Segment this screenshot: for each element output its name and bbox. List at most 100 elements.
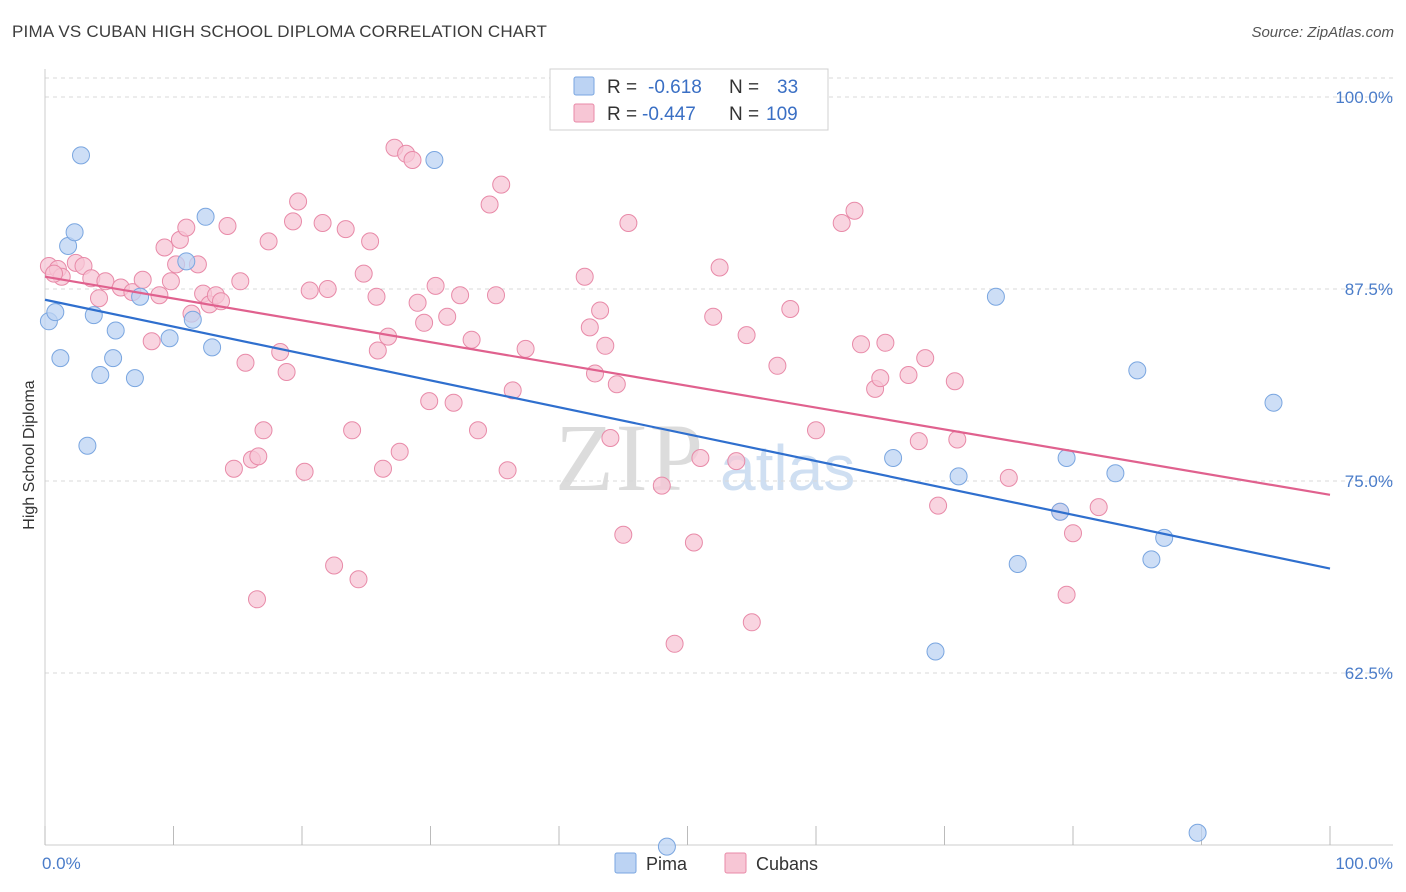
cubans-point: [580, 318, 599, 337]
pima-point: [72, 146, 90, 165]
cubans-points: [39, 138, 1108, 653]
cubans-point: [90, 289, 108, 308]
y-tick-label: 75.0%: [1345, 472, 1393, 491]
bottom-legend-swatch-cubans: [724, 852, 747, 874]
legend-swatch-cubans: [573, 103, 595, 123]
cubans-point: [832, 214, 851, 232]
stats-legend-box: [549, 68, 829, 131]
cubans-point: [374, 459, 392, 478]
pima-point: [196, 207, 215, 226]
cubans-point: [742, 613, 761, 632]
legend-pima-n-value: 33: [777, 77, 798, 98]
cubans-point: [218, 217, 237, 235]
stats-legend: R = -0.618 N = 33 R = -0.447 N = 109: [549, 68, 829, 131]
y-axis-title: High School Diploma: [21, 380, 38, 530]
cubans-point: [354, 264, 373, 283]
cubans-point: [155, 238, 174, 257]
pima-points: [39, 146, 1283, 856]
cubans-point: [1057, 585, 1076, 604]
cubans-point: [133, 270, 152, 289]
cubans-point: [487, 286, 505, 305]
cubans-point: [1089, 498, 1108, 517]
pima-point: [177, 252, 196, 271]
legend-cubans-n-value: 109: [766, 104, 798, 125]
watermark-zip: ZIP: [555, 404, 705, 511]
cubans-point: [607, 375, 626, 394]
chart-title: PIMA VS CUBAN HIGH SCHOOL DIPLOMA CORREL…: [12, 22, 548, 41]
legend-cubans-r-label: R =: [607, 104, 637, 125]
cubans-point: [727, 452, 746, 471]
cubans-point: [336, 220, 355, 239]
cubans-point: [498, 461, 517, 480]
cubans-point: [871, 369, 890, 388]
pima-point: [78, 436, 97, 455]
legend-pima-n-label: N =: [729, 77, 759, 98]
pima-point: [1142, 550, 1161, 569]
cubans-point: [177, 218, 196, 237]
pima-point: [160, 329, 179, 348]
cubans-point: [945, 372, 964, 391]
series-legend: Pima Cubans: [614, 852, 818, 874]
cubans-point: [691, 449, 710, 467]
pima-point: [1106, 464, 1125, 483]
legend-cubans-r-value: -0.447: [642, 104, 696, 125]
cubans-point: [415, 313, 434, 332]
pima-point: [986, 287, 1005, 306]
cubans-point: [909, 432, 928, 451]
bottom-legend-label-cubans: Cubans: [756, 854, 818, 874]
cubans-point: [768, 356, 787, 375]
cubans-point: [704, 307, 723, 326]
legend-swatch-pima: [573, 76, 595, 96]
axes: 100.0% 87.5% 75.0% 62.5% 0.0% 100.0%: [42, 69, 1393, 873]
cubans-point: [845, 201, 864, 220]
cubans-point: [462, 330, 481, 349]
cubans-point: [614, 525, 633, 544]
cubans-point: [781, 300, 800, 318]
pima-point: [106, 321, 125, 340]
cubans-point: [289, 192, 308, 211]
cubans-point: [451, 286, 470, 305]
cubans-point: [596, 336, 615, 355]
cubans-point: [248, 590, 266, 609]
cubans-point: [318, 280, 337, 298]
cubans-point: [619, 214, 638, 232]
cubans-point: [652, 476, 671, 495]
legend-cubans-n-label: N =: [729, 104, 759, 125]
cubans-point: [343, 421, 362, 440]
cubans-point: [665, 634, 684, 653]
cubans-point: [516, 339, 535, 358]
cubans-point: [313, 214, 332, 232]
cubans-point: [586, 364, 604, 383]
cubans-point: [236, 353, 255, 372]
cubans-point: [916, 349, 935, 368]
trend-lines: [44, 275, 1331, 570]
pima-point: [1264, 393, 1283, 412]
legend-pima-r-label: R =: [607, 77, 637, 98]
pima-point: [65, 223, 84, 242]
cubans-point: [271, 343, 290, 361]
cubans-point: [259, 232, 278, 251]
cubans-point: [277, 363, 296, 381]
y-tick-label: 62.5%: [1345, 664, 1393, 683]
cubans-point: [367, 287, 386, 306]
cubans-point: [503, 381, 522, 400]
cubans-point: [876, 333, 895, 352]
pima-point: [183, 310, 202, 329]
pima-point: [104, 349, 123, 368]
cubans-point: [231, 272, 250, 291]
cubans-point: [349, 570, 368, 589]
cubans-point: [325, 556, 344, 575]
cubans-point: [254, 421, 273, 440]
legend-pima-r-value: -0.618: [648, 77, 702, 98]
cubans-point: [807, 421, 825, 440]
cubans-point: [420, 392, 439, 411]
pima-point: [425, 151, 444, 169]
cubans-point: [426, 276, 445, 295]
cubans-point: [408, 293, 427, 312]
cubans-point: [444, 393, 463, 412]
cubans-point: [737, 326, 756, 345]
pima-point: [203, 338, 222, 357]
cubans-point: [469, 421, 487, 440]
cubans-point: [591, 301, 610, 320]
